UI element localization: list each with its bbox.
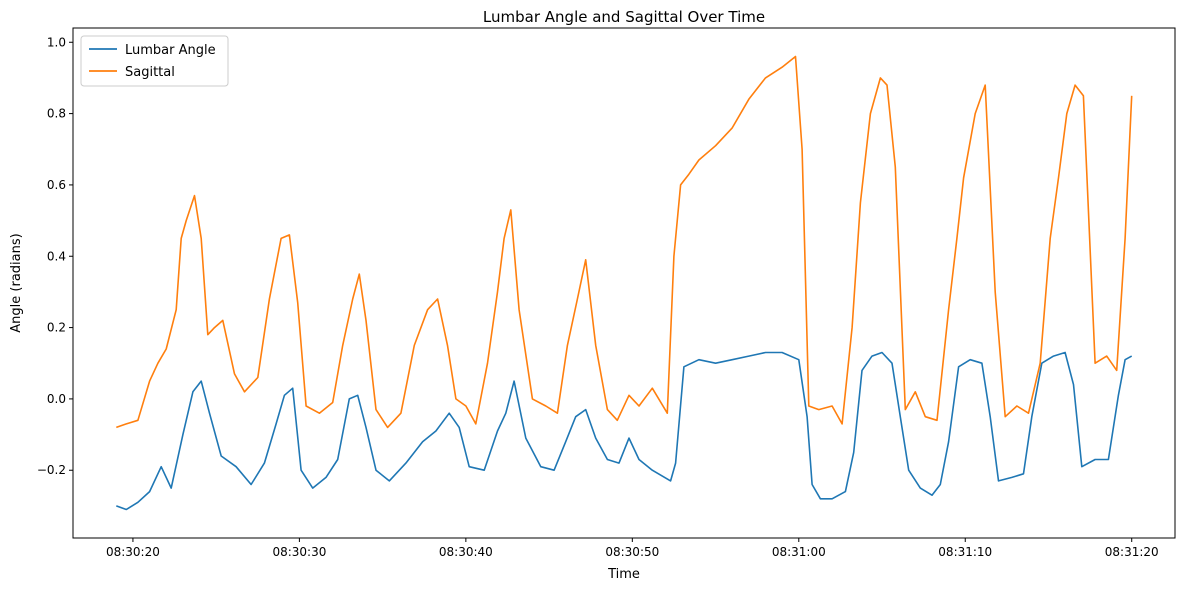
y-tick-label: 0.8 (47, 107, 66, 121)
series-line-lumbar-angle (116, 351, 1133, 511)
chart-title: Lumbar Angle and Sagittal Over Time (483, 8, 765, 26)
y-axis: −0.2 0.0 0.2 0.4 0.6 0.8 1.0 (37, 35, 73, 477)
x-tick-label: 08:31:20 (1105, 545, 1159, 559)
y-tick-label: 0.4 (47, 249, 66, 263)
y-tick-label: 0.6 (47, 178, 66, 192)
legend-label: Lumbar Angle (125, 43, 216, 58)
x-axis-label: Time (607, 567, 640, 582)
x-tick-label: 08:30:20 (106, 545, 160, 559)
x-tick-label: 08:30:40 (439, 545, 493, 559)
x-tick-label: 08:31:00 (772, 545, 826, 559)
y-axis-label: Angle (radians) (9, 233, 24, 332)
legend: Lumbar Angle Sagittal (80, 35, 229, 87)
x-axis: 08:30:20 08:30:30 08:30:40 08:30:50 08:31:00… (106, 538, 1159, 559)
y-tick-label: −0.2 (37, 463, 66, 477)
legend-box (80, 35, 229, 87)
y-tick-label: 0.2 (47, 321, 66, 335)
plot-area-frame (72, 27, 1176, 539)
y-tick-label: 1.0 (47, 35, 66, 49)
x-tick-label: 08:30:50 (605, 545, 659, 559)
y-tick-label: 0.0 (47, 392, 66, 406)
legend-label: Sagittal (125, 65, 175, 80)
x-tick-label: 08:31:10 (938, 545, 992, 559)
series-line-sagittal (116, 55, 1133, 429)
x-tick-label: 08:30:30 (272, 545, 326, 559)
series-layer (116, 55, 1133, 511)
